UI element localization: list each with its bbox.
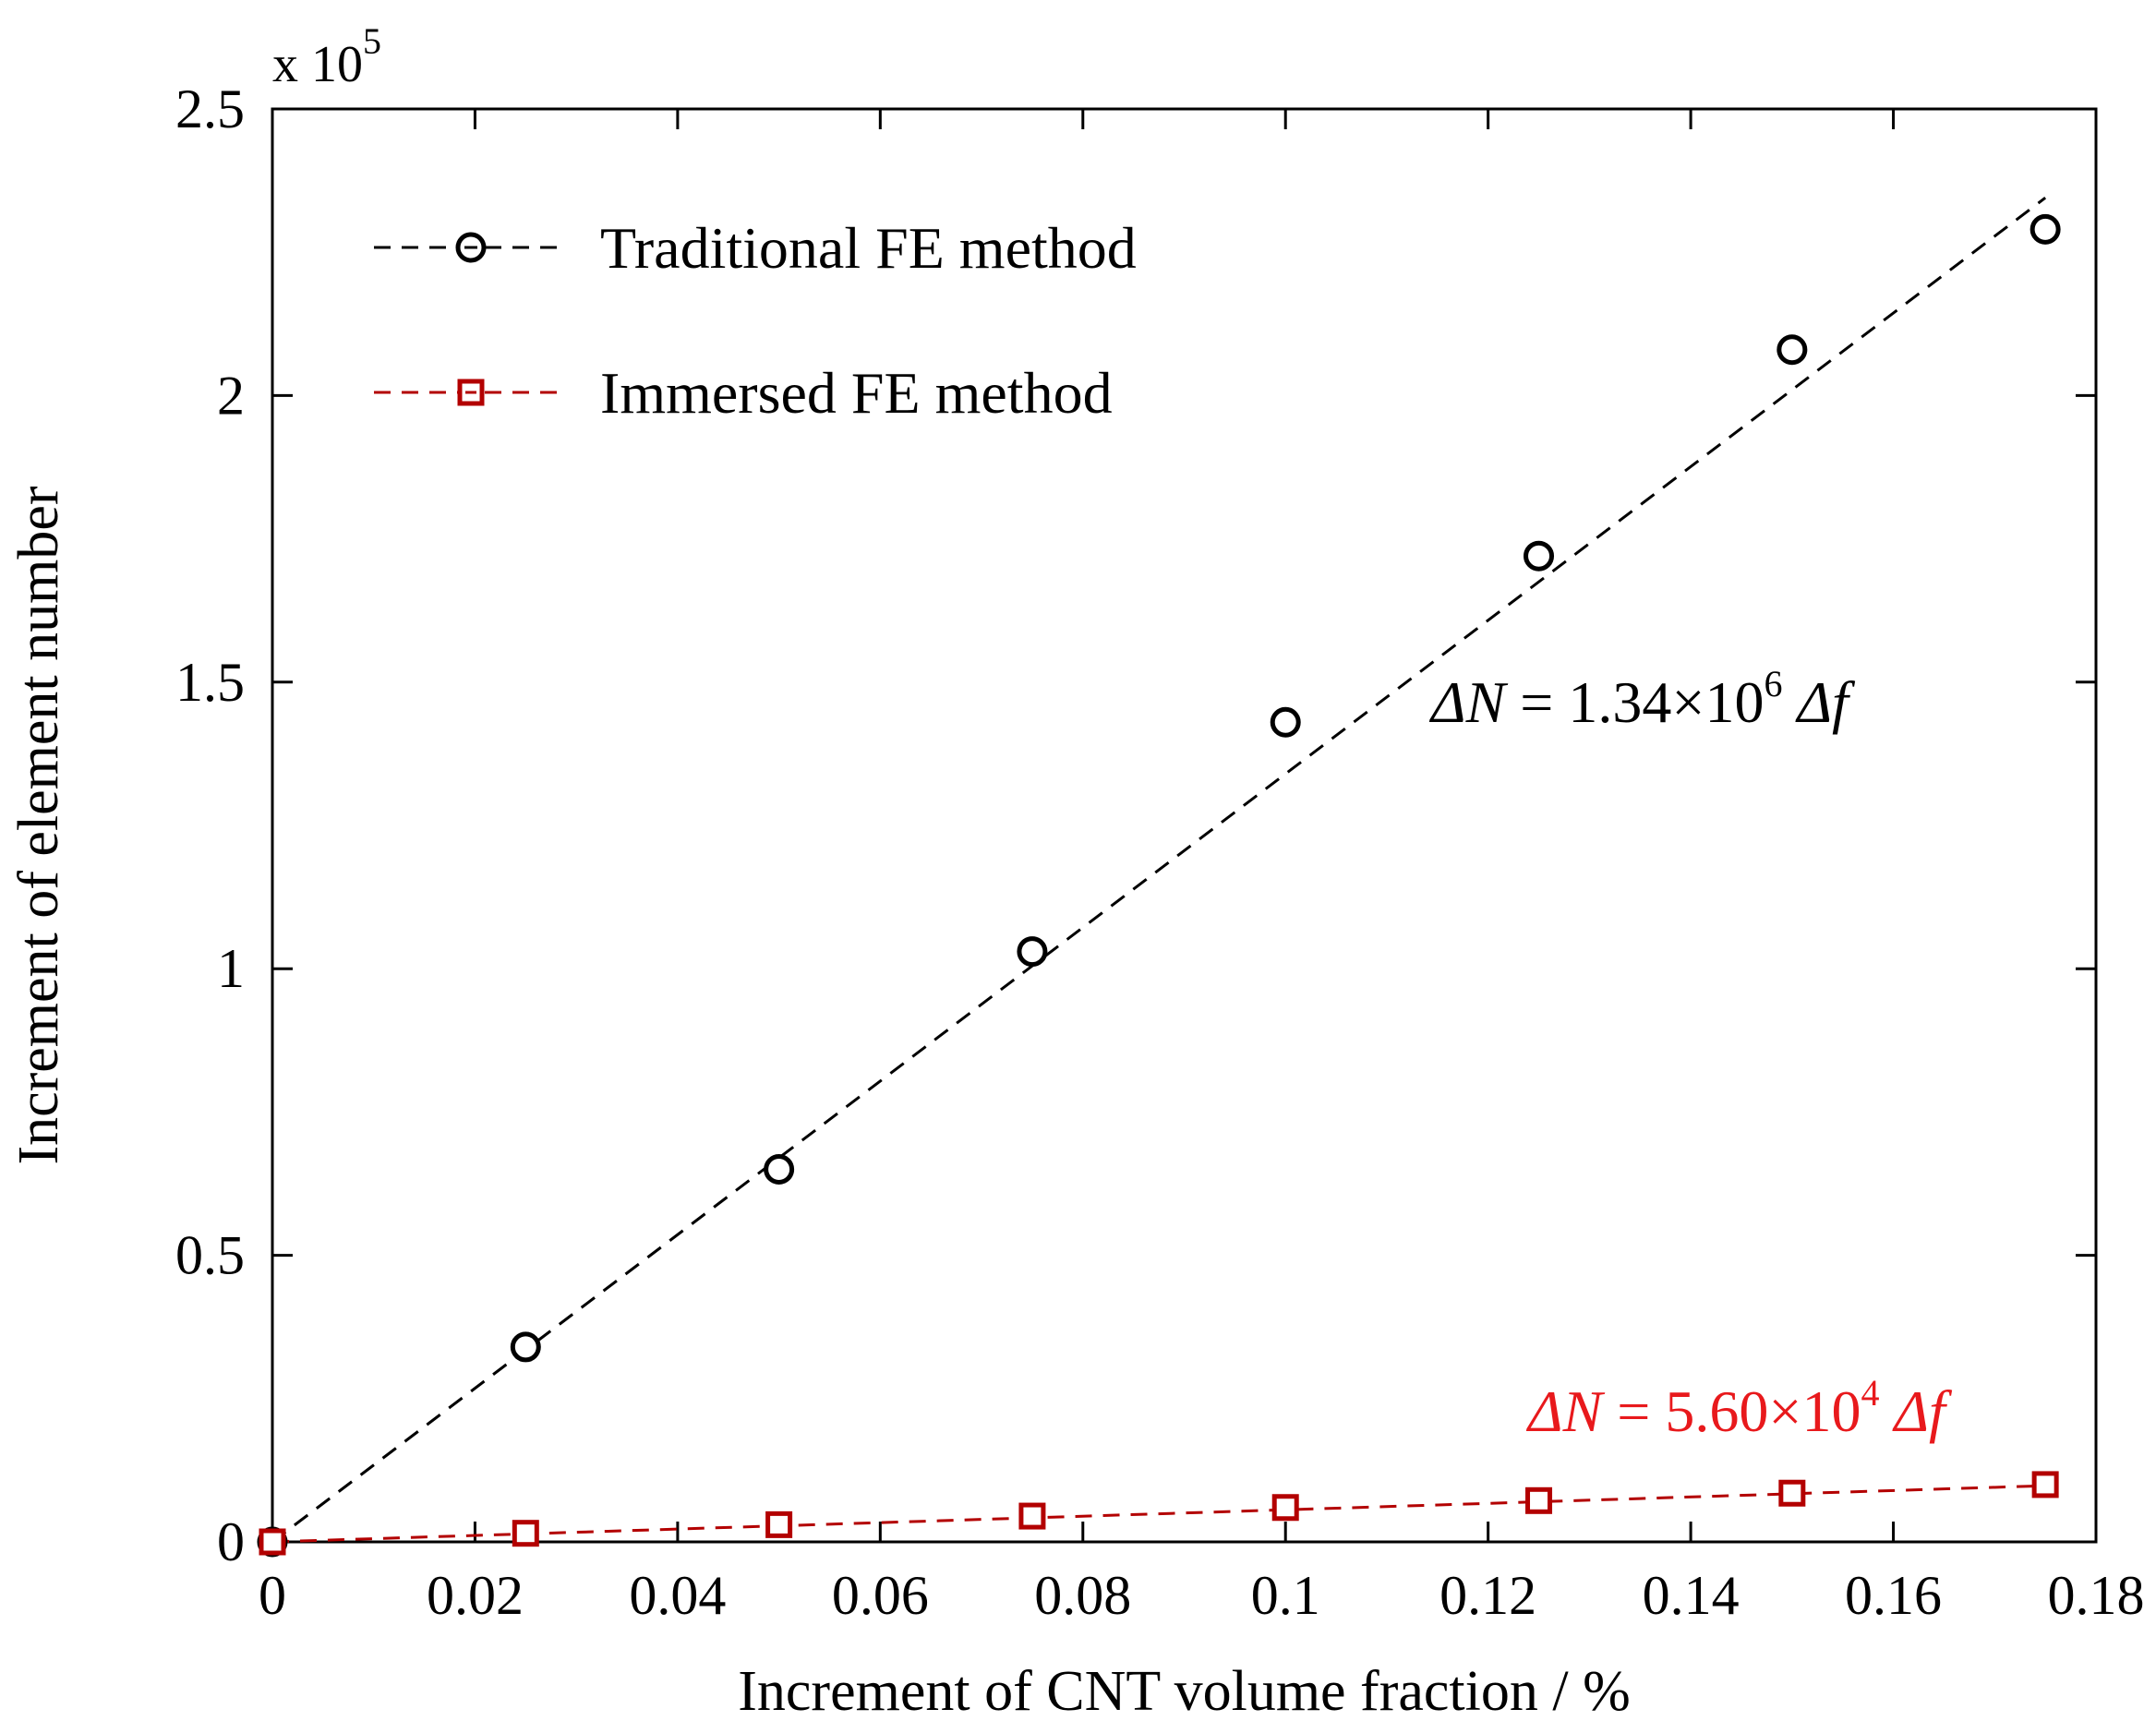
- data-point: [1271, 1494, 1299, 1522]
- data-point: [764, 1153, 795, 1185]
- y-tick-label: 1: [217, 938, 245, 999]
- legend-label: Immersed FE method: [600, 360, 1113, 426]
- data-point: [2031, 1471, 2059, 1498]
- x-tick-label: 0.16: [1845, 1565, 1942, 1626]
- x-tick-label: 0.14: [1643, 1565, 1740, 1626]
- y-multiplier: x 105: [272, 20, 381, 93]
- x-tick-label: 0.04: [629, 1565, 726, 1626]
- fit-line: [271, 1484, 2046, 1544]
- plot-frame: [271, 107, 2098, 1544]
- legend-label: Traditional FE method: [600, 215, 1137, 281]
- x-tick-label: 0.18: [2048, 1565, 2145, 1626]
- data-point: [1525, 1486, 1553, 1514]
- fit-equation: ΔN = 5.60×104 Δf: [1525, 1372, 1953, 1444]
- x-tick-label: 0.12: [1439, 1565, 1536, 1626]
- data-point: [1018, 1502, 1046, 1530]
- data-point: [1524, 540, 1555, 572]
- data-point: [1777, 334, 1808, 366]
- x-tick-label: 0: [259, 1565, 286, 1626]
- data-point: [512, 1520, 539, 1547]
- data-point: [1270, 706, 1301, 738]
- x-axis-title: Increment of CNT volume fraction / %: [738, 1660, 1630, 1723]
- data-point: [765, 1510, 793, 1538]
- data-point: [2030, 213, 2061, 245]
- x-tick-label: 0.06: [832, 1565, 929, 1626]
- data-point: [1017, 936, 1048, 968]
- y-tick-label: 0: [217, 1511, 245, 1572]
- fit-line: [271, 197, 2047, 1544]
- data-point: [259, 1528, 286, 1556]
- data-point: [510, 1331, 541, 1363]
- y-axis-title: Increment of element number: [7, 486, 70, 1164]
- data-point: [1778, 1479, 1806, 1507]
- x-tick-label: 0.08: [1034, 1565, 1131, 1626]
- y-tick-label: 2.5: [175, 78, 245, 139]
- x-tick-label: 0.1: [1251, 1565, 1320, 1626]
- y-tick-label: 0.5: [175, 1225, 245, 1286]
- y-tick-label: 1.5: [175, 652, 245, 713]
- y-tick-label: 2: [217, 365, 245, 426]
- fit-equation: ΔN = 1.34×106 Δf: [1428, 663, 1856, 735]
- x-tick-label: 0.02: [427, 1565, 524, 1626]
